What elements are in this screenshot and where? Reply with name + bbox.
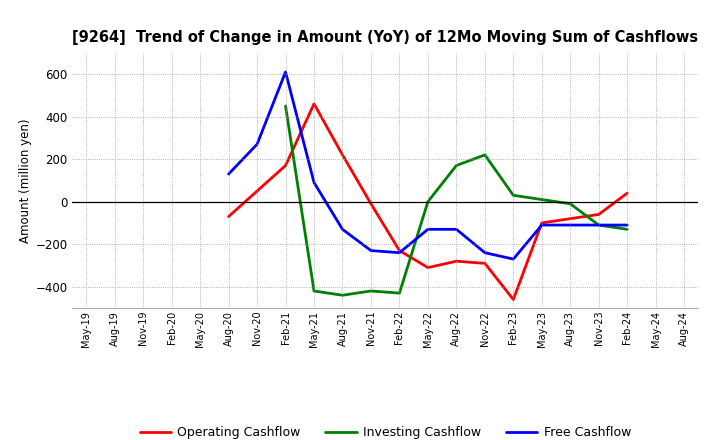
Operating Cashflow	[338, 152, 347, 158]
Free Cashflow	[423, 227, 432, 232]
Free Cashflow	[452, 227, 461, 232]
Free Cashflow	[566, 222, 575, 228]
Line: Operating Cashflow: Operating Cashflow	[229, 104, 627, 300]
Free Cashflow	[480, 250, 489, 255]
Free Cashflow	[225, 171, 233, 176]
Free Cashflow	[253, 142, 261, 147]
Free Cashflow	[282, 69, 290, 74]
Investing Cashflow	[537, 197, 546, 202]
Free Cashflow	[395, 250, 404, 255]
Operating Cashflow	[366, 201, 375, 206]
Investing Cashflow	[623, 227, 631, 232]
Free Cashflow	[509, 257, 518, 262]
Line: Free Cashflow: Free Cashflow	[229, 72, 627, 259]
Free Cashflow	[537, 222, 546, 228]
Investing Cashflow	[310, 288, 318, 293]
Y-axis label: Amount (million yen): Amount (million yen)	[19, 118, 32, 242]
Free Cashflow	[338, 227, 347, 232]
Free Cashflow	[595, 222, 603, 228]
Operating Cashflow	[225, 214, 233, 219]
Operating Cashflow	[480, 260, 489, 266]
Operating Cashflow	[452, 259, 461, 264]
Operating Cashflow	[310, 101, 318, 106]
Investing Cashflow	[366, 288, 375, 293]
Operating Cashflow	[423, 265, 432, 270]
Operating Cashflow	[595, 212, 603, 217]
Operating Cashflow	[623, 191, 631, 196]
Operating Cashflow	[253, 188, 261, 194]
Free Cashflow	[623, 222, 631, 228]
Investing Cashflow	[452, 163, 461, 168]
Investing Cashflow	[595, 222, 603, 228]
Investing Cashflow	[566, 201, 575, 206]
Investing Cashflow	[338, 293, 347, 298]
Line: Investing Cashflow: Investing Cashflow	[286, 106, 627, 295]
Legend: Operating Cashflow, Investing Cashflow, Free Cashflow: Operating Cashflow, Investing Cashflow, …	[135, 422, 636, 440]
Title: [9264]  Trend of Change in Amount (YoY) of 12Mo Moving Sum of Cashflows: [9264] Trend of Change in Amount (YoY) o…	[72, 29, 698, 45]
Free Cashflow	[310, 180, 318, 185]
Investing Cashflow	[423, 199, 432, 204]
Free Cashflow	[366, 248, 375, 253]
Investing Cashflow	[395, 290, 404, 296]
Investing Cashflow	[480, 152, 489, 158]
Operating Cashflow	[509, 297, 518, 302]
Operating Cashflow	[395, 248, 404, 253]
Investing Cashflow	[282, 103, 290, 109]
Operating Cashflow	[537, 220, 546, 226]
Operating Cashflow	[566, 216, 575, 221]
Investing Cashflow	[509, 193, 518, 198]
Operating Cashflow	[282, 163, 290, 168]
